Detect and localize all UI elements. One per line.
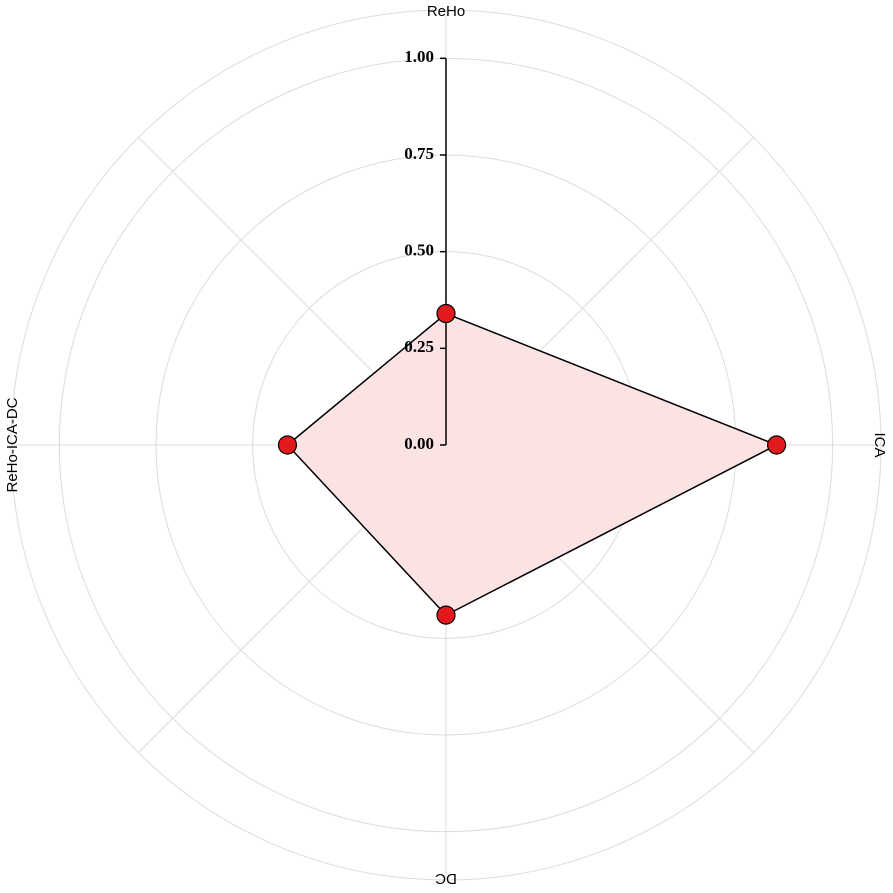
axis-label: ReHo-ICA-DC [4, 397, 21, 492]
axis-label: ReHo [427, 3, 465, 20]
point [277, 435, 298, 455]
r-tick-label: 0.50 [404, 241, 434, 260]
r-tick-label: 0.00 [404, 434, 434, 453]
r-tick-label: 0.25 [404, 337, 434, 356]
point [766, 435, 787, 455]
radar-area [286, 312, 779, 617]
r-tick-label: 1.00 [404, 47, 434, 66]
r-tick-label: 0.75 [404, 144, 434, 163]
axis-label: DC [435, 870, 457, 887]
point [436, 303, 456, 324]
grid-circle [10, 9, 882, 881]
axis-label: ICA [871, 432, 888, 457]
point [436, 605, 456, 625]
